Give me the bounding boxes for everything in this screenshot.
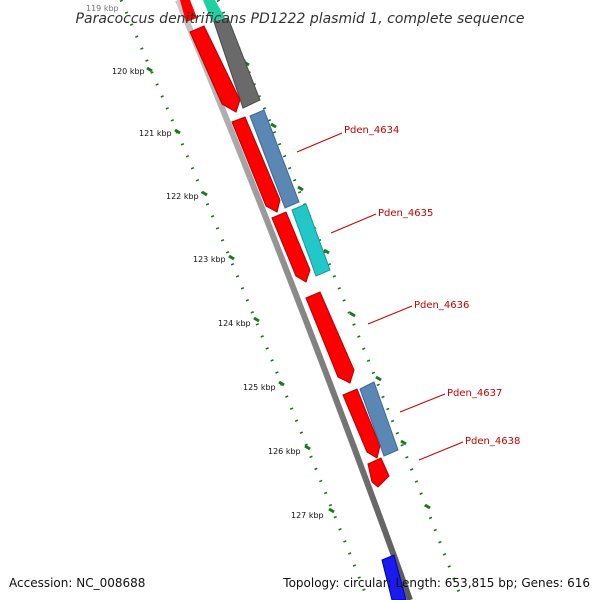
gene-block-red-1 bbox=[189, 25, 241, 113]
tick-label-124: 124 kbp bbox=[218, 319, 251, 328]
tick-label-126: 126 kbp bbox=[268, 447, 301, 456]
tick-label-120: 120 kbp bbox=[112, 67, 145, 76]
backbone bbox=[175, 0, 413, 600]
gene-block-red-5 bbox=[342, 388, 381, 459]
tick-label-123: 123 kbp bbox=[193, 255, 226, 264]
leader-pden-4638 bbox=[418, 441, 464, 461]
tick-label-121: 121 kbp bbox=[139, 129, 172, 138]
gene-block-blue-4637 bbox=[359, 381, 399, 457]
gene-block-green-top bbox=[203, 0, 225, 22]
tick-mark-121 bbox=[174, 128, 181, 135]
gene-label-pden-4636: Pden_4636 bbox=[414, 300, 469, 311]
map-title: Paracoccus denitrificans PD1222 plasmid … bbox=[76, 11, 525, 27]
tick-mark-123 bbox=[228, 254, 235, 261]
tick-label-119: 119 kbp bbox=[86, 4, 119, 13]
gene-block-red-3 bbox=[271, 211, 311, 283]
tick-mark-125 bbox=[278, 380, 285, 387]
inner-tick-marks bbox=[146, 66, 335, 514]
tick-label-122: 122 kbp bbox=[166, 192, 199, 201]
tick-label-127: 127 kbp bbox=[291, 511, 324, 520]
leader-pden-4636 bbox=[367, 305, 413, 325]
tick-mark-127 bbox=[328, 507, 335, 514]
tick-mark-120 bbox=[146, 66, 153, 73]
tick-mark-124 bbox=[253, 316, 260, 323]
leader-pden-4637 bbox=[399, 393, 446, 413]
outer-tick-marks bbox=[243, 60, 431, 510]
tick-mark-122 bbox=[201, 190, 208, 197]
gene-block-grey bbox=[213, 17, 261, 109]
gene-label-pden-4638: Pden_4638 bbox=[465, 436, 520, 447]
gene-label-pden-4637: Pden_4637 bbox=[447, 388, 502, 399]
gene-block-teal-4635 bbox=[291, 203, 331, 277]
ruler-inner-dots bbox=[119, 0, 370, 600]
accession-text: Accession: NC_008688 bbox=[9, 576, 145, 590]
gene-label-pden-4634: Pden_4634 bbox=[344, 125, 399, 136]
tick-mark-126 bbox=[304, 444, 311, 451]
gene-label-pden-4635: Pden_4635 bbox=[378, 208, 433, 219]
leader-pden-4634 bbox=[296, 132, 343, 153]
gene-block-blue-4634 bbox=[249, 109, 300, 209]
summary-text: Topology: circular; Length: 653,815 bp; … bbox=[282, 576, 590, 590]
gene-blocks bbox=[180, 0, 407, 600]
gene-block-red-2 bbox=[231, 116, 281, 213]
tick-label-125: 125 kbp bbox=[243, 383, 276, 392]
gene-block-red-top-a bbox=[180, 0, 197, 22]
gene-block-red-4636 bbox=[305, 291, 355, 384]
gene-block-blue-bottom bbox=[381, 554, 407, 600]
gene-label-leaders bbox=[296, 132, 464, 461]
leader-pden-4635 bbox=[330, 213, 377, 234]
gene-block-red-4638 bbox=[367, 457, 390, 488]
